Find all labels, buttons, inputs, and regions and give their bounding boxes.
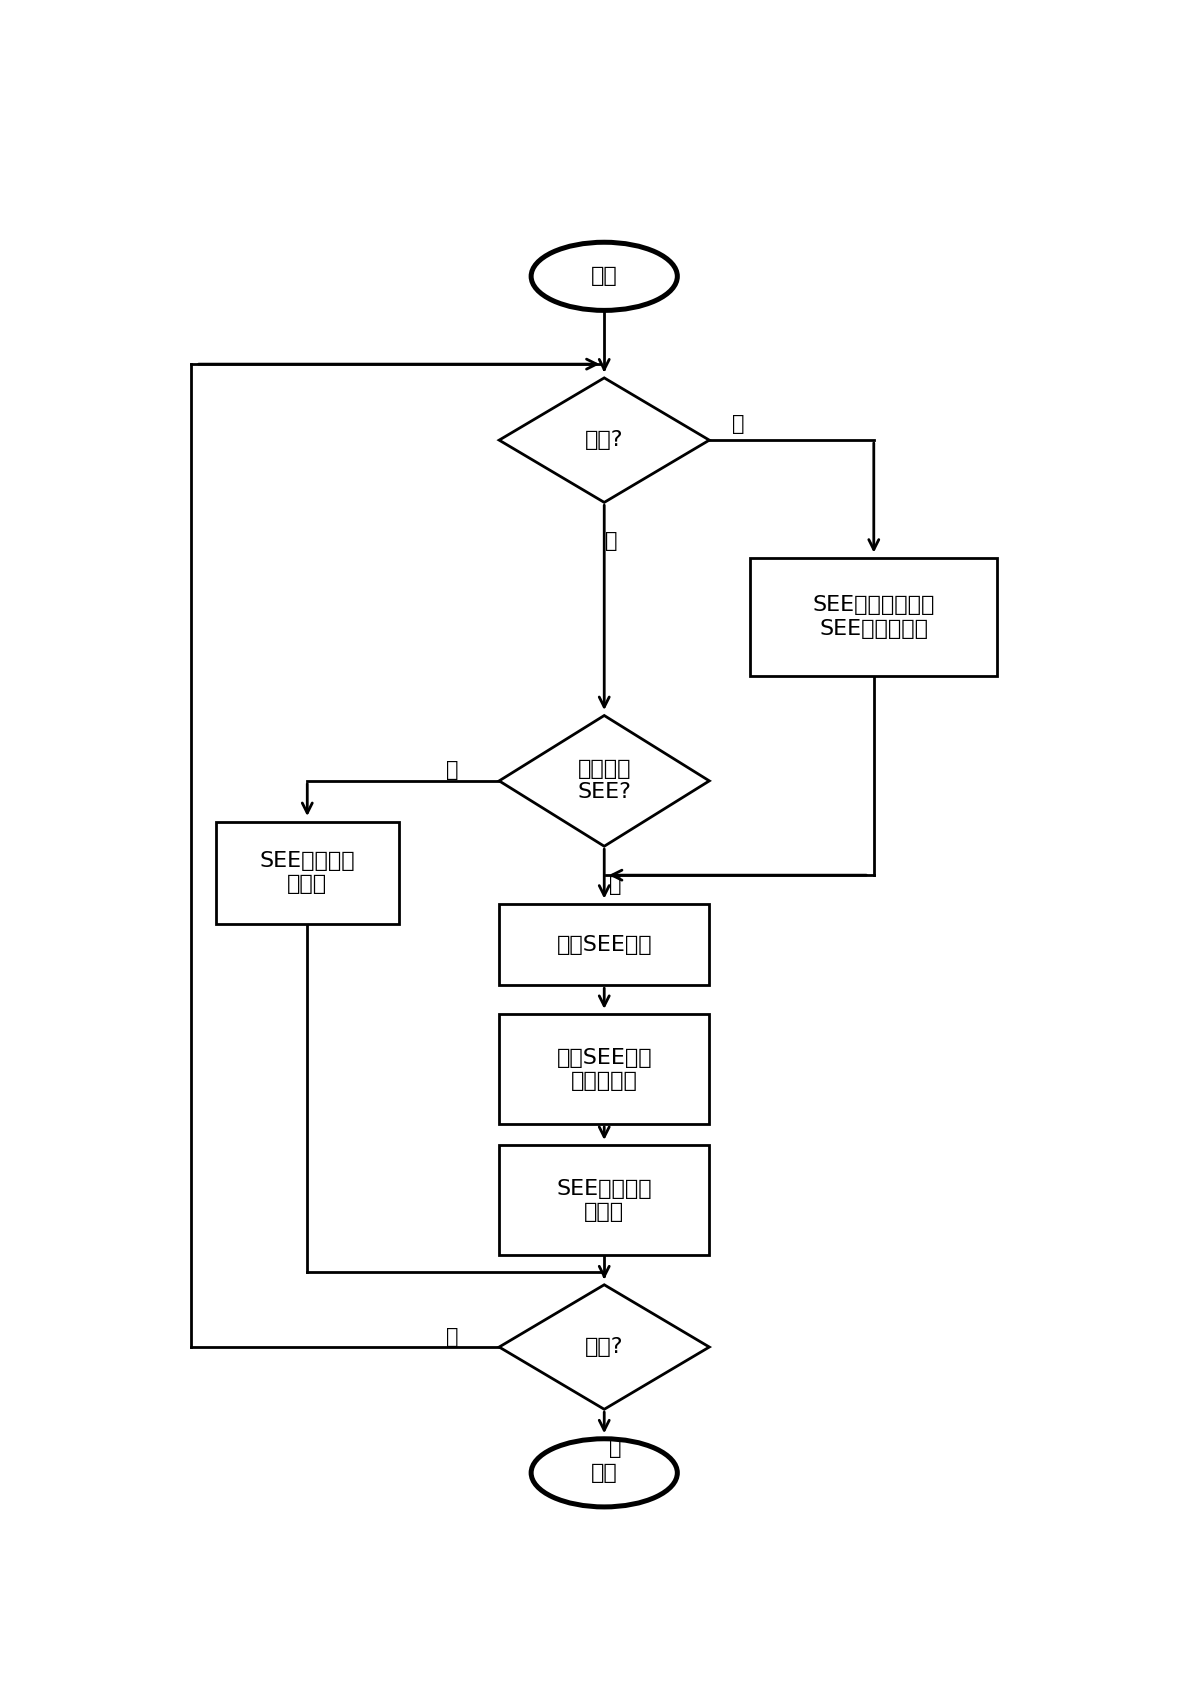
Text: 否: 否 [446, 761, 457, 781]
Text: 否: 否 [605, 531, 618, 551]
Text: 复位?: 复位? [585, 431, 624, 449]
Text: 是: 是 [608, 1438, 621, 1459]
Polygon shape [499, 378, 710, 502]
Bar [499, 904, 710, 985]
Text: 是: 是 [732, 414, 745, 434]
Bar [751, 558, 997, 676]
Text: 结束: 结束 [591, 1462, 618, 1482]
Text: 是否发生
SEE?: 是否发生 SEE? [578, 759, 631, 802]
Text: 开始: 开始 [591, 266, 618, 286]
Text: 统计SEE个数: 统计SEE个数 [556, 934, 652, 955]
Ellipse shape [531, 1438, 678, 1506]
Polygon shape [499, 715, 710, 846]
Ellipse shape [531, 242, 678, 310]
Text: 是: 是 [608, 875, 621, 895]
Text: SEE间隔计时器、
SEE计数器清零: SEE间隔计时器、 SEE计数器清零 [812, 596, 935, 638]
Text: 缓存SEE间隔
计时器的值: 缓存SEE间隔 计时器的值 [556, 1048, 652, 1091]
Bar [499, 1145, 710, 1254]
Text: SEE间隔计时
器清零: SEE间隔计时 器清零 [556, 1179, 652, 1222]
Bar [499, 1014, 710, 1123]
Text: SEE间隔计时
器计时: SEE间隔计时 器计时 [259, 851, 355, 894]
Text: 结束?: 结束? [585, 1338, 624, 1356]
Bar [216, 822, 399, 924]
Polygon shape [499, 1285, 710, 1409]
Text: 否: 否 [446, 1326, 457, 1346]
